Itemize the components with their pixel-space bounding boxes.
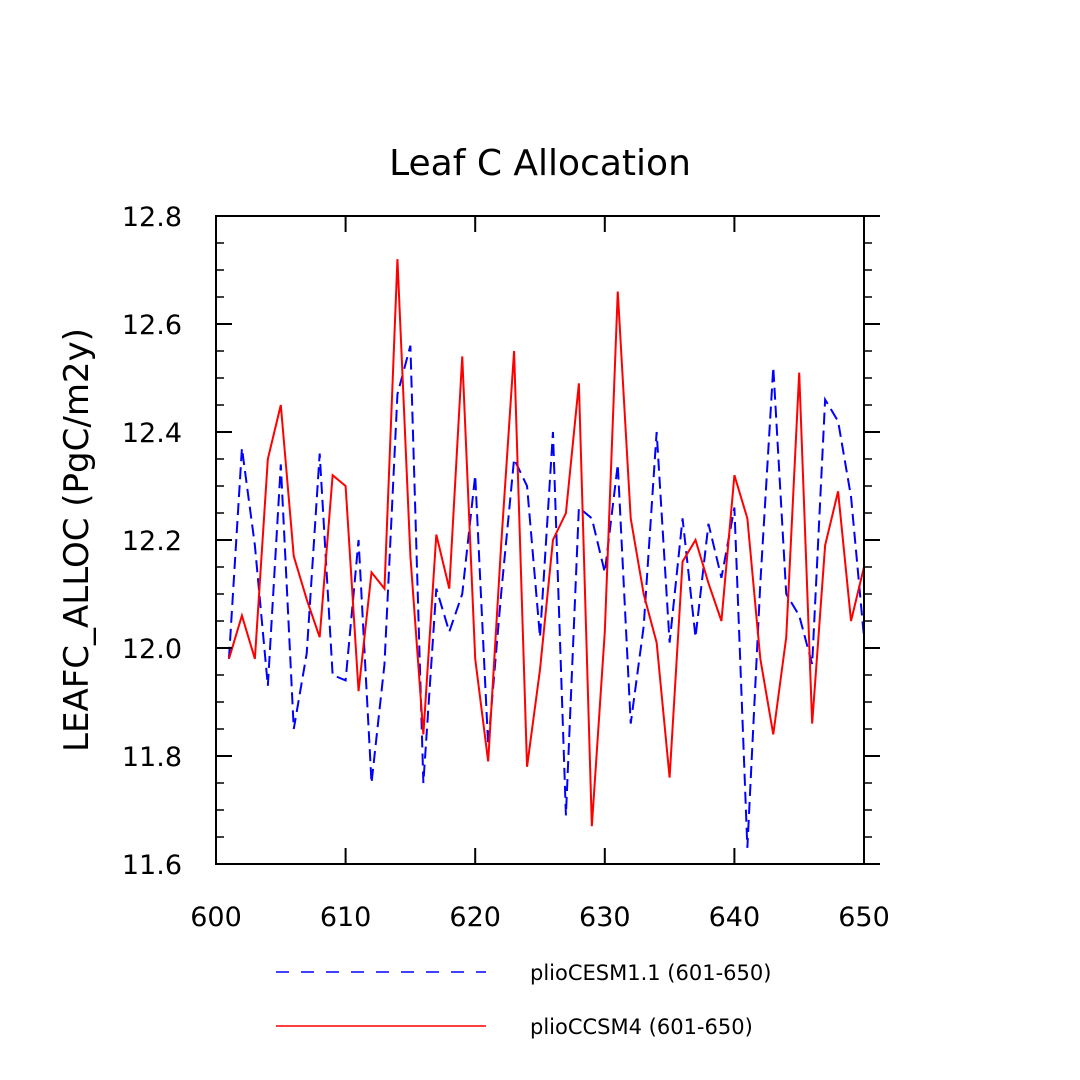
- x-tick-label: 600: [190, 902, 242, 933]
- axis-tick-labels: 600 610 620 630 640 650 11.6 11.8 12.0 12.2 12.4 12…: [122, 202, 890, 933]
- chart-title: Leaf C Allocation: [389, 143, 691, 184]
- legend-label-plioccsm4: plioCCSM4 (601-650): [530, 1015, 753, 1039]
- axis-ticks: [215, 215, 880, 865]
- y-tick-label: 11.8: [122, 742, 182, 773]
- y-tick-label: 12.2: [122, 526, 182, 557]
- y-tick-label: 11.6: [122, 850, 182, 881]
- x-tick-label: 610: [320, 902, 372, 933]
- y-axis-label: LEAFC_ALLOC (PgC/m2y): [57, 328, 97, 752]
- x-tick-label: 630: [579, 902, 631, 933]
- x-tick-label: 640: [709, 902, 761, 933]
- series-layer: [227, 259, 865, 848]
- y-tick-label: 12.8: [122, 202, 182, 233]
- y-tick-label: 12.0: [122, 634, 182, 665]
- series-line-1: [228, 259, 865, 827]
- legend-label-pliocesm: plioCESM1.1 (601-650): [530, 961, 771, 985]
- y-tick-label: 12.6: [122, 310, 182, 341]
- legend: plioCESM1.1 (601-650) plioCCSM4 (601-650…: [276, 961, 771, 1039]
- x-tick-label: 650: [838, 902, 890, 933]
- y-tick-label: 12.4: [122, 418, 182, 449]
- x-tick-label: 620: [449, 902, 501, 933]
